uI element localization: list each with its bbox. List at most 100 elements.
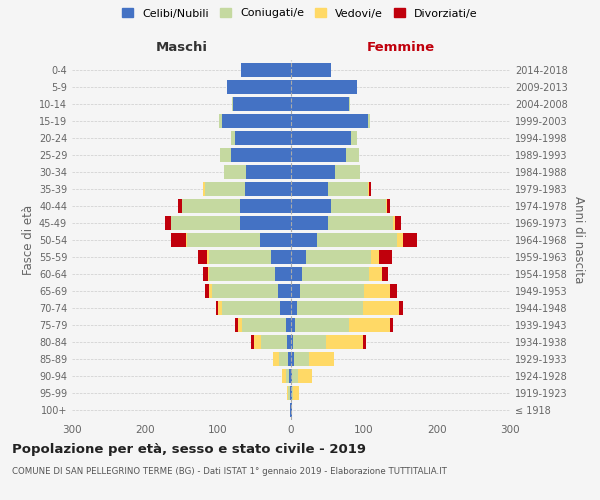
Bar bbox=[220, 148, 231, 162]
Bar bbox=[298, 368, 312, 383]
Bar bbox=[271, 250, 291, 264]
Bar bbox=[291, 148, 346, 162]
Bar bbox=[292, 386, 293, 400]
Text: Femmine: Femmine bbox=[367, 41, 434, 54]
Bar bbox=[291, 386, 292, 400]
Bar bbox=[170, 216, 240, 230]
Bar bbox=[216, 300, 218, 315]
Bar bbox=[221, 114, 291, 128]
Bar bbox=[291, 250, 305, 264]
Bar bbox=[208, 266, 209, 281]
Y-axis label: Fasce di età: Fasce di età bbox=[22, 205, 35, 275]
Bar bbox=[205, 182, 245, 196]
Bar bbox=[218, 300, 221, 315]
Bar bbox=[233, 97, 291, 112]
Bar bbox=[240, 199, 291, 214]
Bar bbox=[203, 182, 205, 196]
Bar bbox=[287, 334, 291, 349]
Bar bbox=[291, 318, 295, 332]
Bar bbox=[291, 368, 292, 383]
Bar bbox=[291, 131, 351, 146]
Bar bbox=[261, 334, 287, 349]
Bar bbox=[291, 402, 292, 417]
Bar bbox=[328, 182, 368, 196]
Bar bbox=[231, 131, 235, 146]
Bar bbox=[241, 63, 291, 78]
Bar bbox=[382, 266, 388, 281]
Bar bbox=[235, 318, 238, 332]
Bar bbox=[205, 284, 209, 298]
Bar bbox=[351, 131, 356, 146]
Bar bbox=[187, 233, 260, 247]
Bar bbox=[286, 368, 289, 383]
Bar bbox=[275, 266, 291, 281]
Bar bbox=[308, 352, 334, 366]
Bar bbox=[297, 300, 362, 315]
Bar bbox=[207, 250, 209, 264]
Bar bbox=[238, 318, 242, 332]
Bar bbox=[295, 318, 349, 332]
Bar bbox=[209, 266, 275, 281]
Bar bbox=[293, 386, 299, 400]
Bar bbox=[178, 199, 182, 214]
Bar bbox=[369, 266, 382, 281]
Bar bbox=[291, 233, 317, 247]
Bar bbox=[235, 131, 291, 146]
Bar bbox=[403, 233, 417, 247]
Bar bbox=[291, 284, 300, 298]
Bar bbox=[242, 318, 286, 332]
Bar bbox=[362, 300, 399, 315]
Bar bbox=[292, 368, 298, 383]
Bar bbox=[294, 352, 308, 366]
Bar bbox=[388, 199, 389, 214]
Bar bbox=[399, 300, 403, 315]
Bar bbox=[290, 402, 291, 417]
Bar bbox=[369, 182, 371, 196]
Bar bbox=[251, 334, 254, 349]
Bar bbox=[198, 250, 207, 264]
Bar bbox=[291, 216, 328, 230]
Bar bbox=[291, 266, 302, 281]
Bar bbox=[293, 334, 326, 349]
Text: Maschi: Maschi bbox=[155, 41, 208, 54]
Bar bbox=[331, 199, 386, 214]
Bar bbox=[335, 165, 361, 180]
Legend: Celibi/Nubili, Coniugati/e, Vedovi/e, Divorziati/e: Celibi/Nubili, Coniugati/e, Vedovi/e, Di… bbox=[122, 8, 478, 18]
Bar bbox=[291, 300, 297, 315]
Bar bbox=[328, 216, 393, 230]
Bar bbox=[364, 284, 389, 298]
Bar bbox=[386, 199, 388, 214]
Bar bbox=[395, 216, 401, 230]
Bar bbox=[368, 182, 369, 196]
Bar bbox=[254, 334, 261, 349]
Bar bbox=[165, 216, 170, 230]
Bar bbox=[291, 352, 294, 366]
Bar bbox=[186, 233, 187, 247]
Bar bbox=[379, 250, 392, 264]
Bar bbox=[288, 352, 291, 366]
Bar bbox=[280, 300, 291, 315]
Bar bbox=[291, 63, 331, 78]
Bar bbox=[371, 250, 379, 264]
Bar bbox=[368, 114, 370, 128]
Bar bbox=[290, 386, 291, 400]
Bar bbox=[232, 97, 233, 112]
Bar bbox=[274, 352, 280, 366]
Bar bbox=[209, 250, 271, 264]
Bar bbox=[209, 284, 212, 298]
Bar bbox=[317, 233, 397, 247]
Bar bbox=[349, 97, 350, 112]
Bar bbox=[291, 80, 356, 94]
Bar bbox=[288, 386, 290, 400]
Bar bbox=[224, 165, 246, 180]
Bar bbox=[291, 165, 335, 180]
Bar bbox=[389, 284, 397, 298]
Bar bbox=[300, 284, 364, 298]
Bar bbox=[181, 199, 240, 214]
Bar bbox=[393, 216, 395, 230]
Bar bbox=[245, 182, 291, 196]
Bar bbox=[289, 368, 291, 383]
Bar bbox=[231, 148, 291, 162]
Bar bbox=[212, 284, 278, 298]
Bar bbox=[291, 182, 328, 196]
